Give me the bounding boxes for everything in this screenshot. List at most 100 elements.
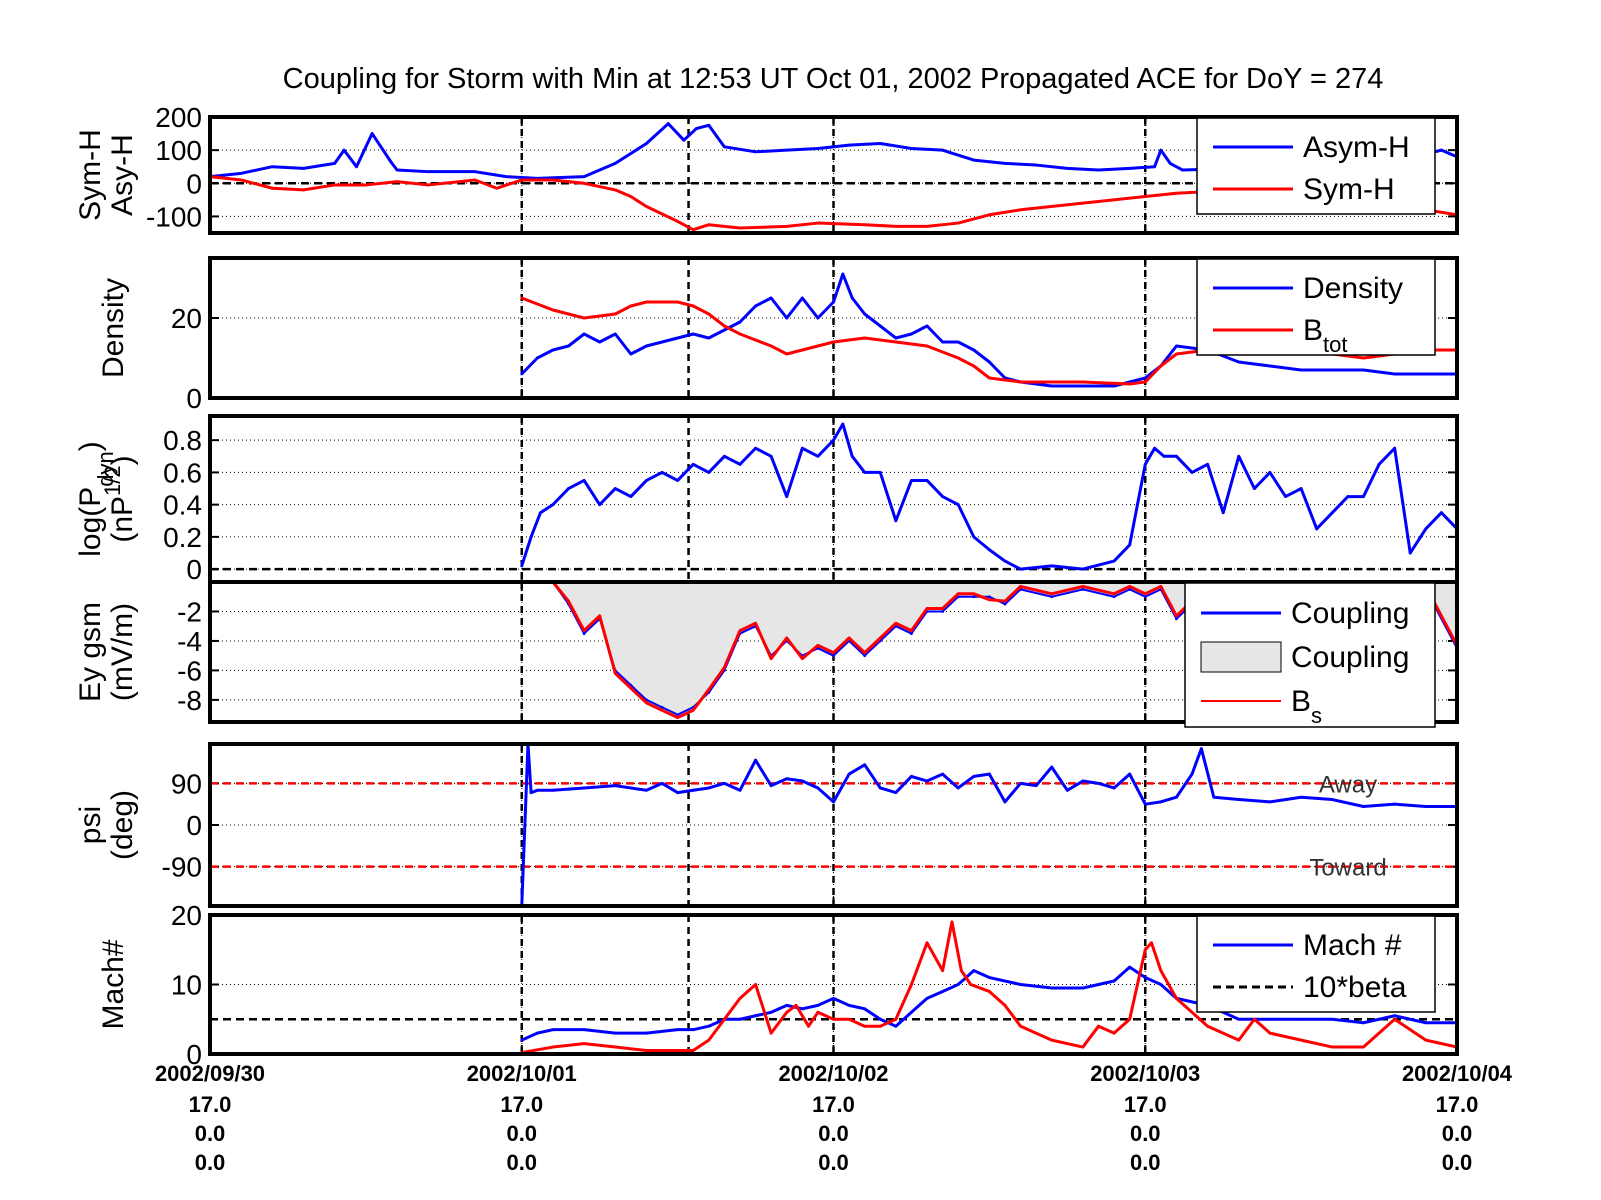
panel-frame (208, 742, 1459, 908)
data-point (878, 786, 882, 790)
data-point (582, 479, 586, 482)
data-point (1299, 368, 1303, 372)
data-point (1440, 148, 1443, 152)
data-point (520, 296, 524, 300)
data-point (956, 983, 960, 986)
data-point (847, 143, 851, 147)
data-point (270, 186, 274, 190)
data-point (613, 784, 617, 788)
series-line-log-p-dyn- (520, 422, 1457, 571)
data-point (1097, 168, 1100, 172)
data-point (1019, 1024, 1022, 1028)
data-point (894, 1024, 898, 1028)
data-point (395, 168, 399, 172)
x-tick-label: 0.0 (818, 1121, 849, 1146)
data-point (567, 599, 570, 603)
data-point (707, 336, 711, 340)
data-point (910, 632, 913, 635)
data-point (582, 632, 586, 635)
data-point (1097, 1024, 1100, 1028)
data-point (894, 519, 898, 523)
x-tick-label: 2002/10/01 (467, 1061, 577, 1086)
data-point (941, 340, 945, 344)
data-point (1181, 168, 1185, 172)
data-point (785, 352, 789, 356)
data-point (1168, 162, 1172, 165)
data-point (863, 336, 867, 340)
y-tick-label: 0.4 (163, 490, 202, 521)
data-point (910, 479, 913, 482)
data-point (1237, 454, 1241, 458)
data-point (987, 360, 991, 364)
data-point (645, 344, 648, 348)
data-point (1019, 781, 1022, 785)
data-point (816, 454, 820, 458)
data-point (972, 364, 976, 368)
legend-label: Asym-H (1303, 131, 1410, 164)
data-point (1081, 201, 1085, 205)
data-point (1362, 1045, 1365, 1049)
series-line-mach- (521, 965, 1457, 1042)
data-point (910, 332, 913, 336)
data-point (878, 1024, 882, 1028)
data-point (1112, 384, 1116, 388)
data-point (676, 716, 680, 719)
y-tick-label: 200 (155, 102, 202, 133)
data-point (660, 705, 664, 709)
data-point (1206, 1024, 1209, 1028)
data-point (972, 535, 976, 539)
data-point (785, 148, 789, 152)
data-point (738, 320, 742, 324)
data-point (785, 1010, 789, 1014)
data-point (925, 324, 929, 328)
y-tick-label: -100 (146, 201, 202, 232)
data-point (738, 788, 742, 792)
data-point (972, 348, 976, 352)
data-point (769, 454, 773, 458)
y-tick-label: 10 (171, 970, 202, 1001)
data-point (1128, 772, 1132, 776)
data-point (1175, 997, 1178, 1000)
data-point (529, 535, 533, 539)
data-point (370, 132, 374, 135)
data-point (1003, 602, 1007, 606)
data-layer (210, 122, 1457, 232)
data-point (691, 788, 695, 792)
y-tick-label: 20 (171, 303, 202, 334)
data-point (582, 175, 586, 179)
x-tick-label: 0.0 (818, 1150, 849, 1175)
data-point (613, 1045, 617, 1049)
x-tick-label: 2002/10/03 (1090, 1061, 1200, 1086)
data-point (894, 621, 898, 625)
data-point (613, 188, 617, 192)
data-point (473, 170, 477, 174)
y-tick-label: 100 (155, 135, 202, 166)
data-point (645, 142, 648, 145)
data-point (878, 324, 882, 328)
data-point (691, 462, 695, 466)
data-point (520, 1038, 524, 1042)
data-point (1175, 352, 1178, 356)
legend-label: Sym-H (1303, 173, 1395, 206)
y-tick-label: 0.8 (163, 425, 202, 456)
data-point (1143, 592, 1147, 596)
legend-box (1196, 915, 1436, 1013)
data-point (1112, 559, 1116, 563)
data-point (707, 1038, 711, 1042)
x-tick-label: 17.0 (812, 1092, 855, 1117)
data-point (535, 788, 539, 792)
data-point (754, 304, 757, 308)
data-point (987, 990, 991, 993)
data-point (1206, 462, 1209, 466)
data-point (707, 471, 711, 474)
data-point (941, 990, 945, 993)
data-point (676, 791, 680, 794)
data-point (629, 195, 633, 198)
data-point (1159, 800, 1163, 804)
data-point (666, 122, 670, 126)
data-point (863, 312, 867, 316)
data-point (645, 701, 648, 705)
y-tick-label: -6 (177, 655, 202, 686)
data-point (941, 610, 945, 613)
